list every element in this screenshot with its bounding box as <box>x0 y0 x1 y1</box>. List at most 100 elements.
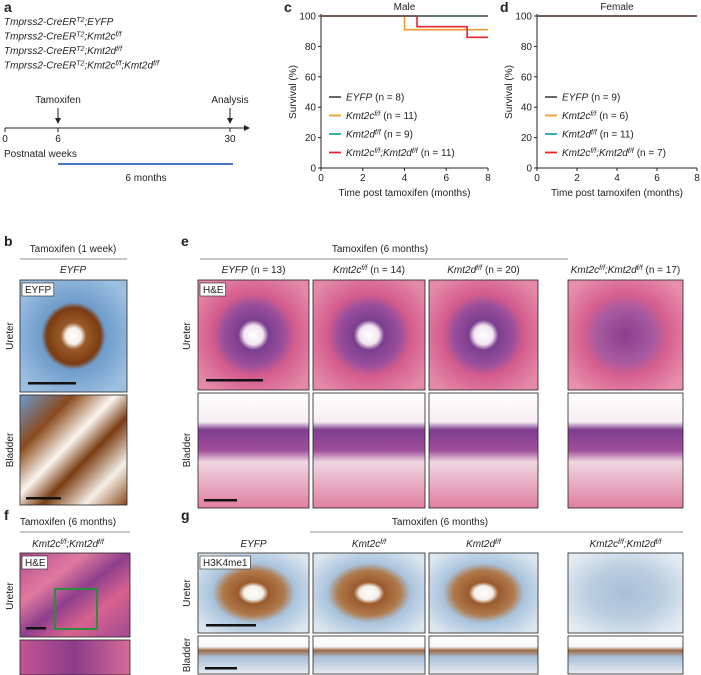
superscript: f/f <box>98 539 105 546</box>
y-tick-label: 60 <box>521 72 533 83</box>
text-part: Kmt2c <box>346 111 374 122</box>
y-tick-label: 40 <box>305 103 317 114</box>
text-part: ;Kmt2c <box>84 32 115 43</box>
text-part: EYFP <box>222 265 248 276</box>
x-tick-label: 6 <box>654 173 660 184</box>
text-part: Kmt2c <box>571 265 599 276</box>
text-part: EYFP <box>60 265 86 276</box>
column-header: EYFP (n = 13) <box>222 265 286 276</box>
panel-header: Tamoxifen (1 week) <box>30 244 117 255</box>
text-part: ;Kmt2d <box>605 265 637 276</box>
micrograph <box>312 392 426 509</box>
x-tick-label: 8 <box>694 173 700 184</box>
stain-label-box <box>199 555 251 570</box>
x-axis-label: Time post tamoxifen (months) <box>339 188 471 199</box>
micrograph <box>567 635 684 675</box>
n-count: (n = 14) <box>370 265 405 276</box>
y-tick-label: 20 <box>521 133 533 144</box>
legend-label: EYFP (n = 9) <box>562 93 620 104</box>
row-label: Ureter <box>182 321 193 349</box>
scale-bar <box>206 379 263 382</box>
n-count: (n = 9) <box>591 93 620 104</box>
text-part: ;Kmt2d <box>380 148 412 159</box>
stain-label: H&E <box>25 558 46 569</box>
scale-bar <box>26 497 61 500</box>
micrograph <box>312 279 426 391</box>
superscript: T2 <box>76 60 84 67</box>
stain-label: H3K4me1 <box>203 558 248 569</box>
arrow-head <box>244 125 250 131</box>
superscript: f/f <box>374 111 381 118</box>
y-tick-label: 0 <box>310 164 316 175</box>
superscript: f/f <box>476 265 483 272</box>
n-count: (n = 8) <box>375 93 404 104</box>
timeline-label: Postnatal weeks <box>4 149 77 160</box>
y-axis-label: Survival (%) <box>504 65 515 119</box>
genotype: Tmprss2-CreERT2;Kmt2cf/f <box>4 31 122 43</box>
x-axis-label: Time post tamoxifen (months) <box>551 188 683 199</box>
micrograph <box>428 552 539 634</box>
micrograph <box>19 394 128 506</box>
panel-header: Tamoxifen (6 months) <box>20 517 116 528</box>
row-label: Ureter <box>5 321 16 349</box>
zoom-region <box>54 588 98 630</box>
panel-label: a <box>4 0 12 15</box>
x-tick-label: 0 <box>318 173 324 184</box>
column-header: Kmt2cf/f <box>352 539 387 551</box>
superscript: f/f <box>380 539 387 546</box>
stain-label-box <box>199 282 226 297</box>
superscript: f/f <box>116 60 123 67</box>
superscript: f/f <box>495 539 502 546</box>
micrograph <box>197 279 310 391</box>
text-part: ;Kmt2c <box>84 61 115 72</box>
legend-label: Kmt2cf/f (n = 6) <box>562 111 628 123</box>
column-header: Kmt2cf/f;Kmt2df/f <box>590 539 663 551</box>
legend-label: Kmt2cf/f;Kmt2df/f (n = 11) <box>346 148 455 160</box>
n-count: (n = 7) <box>637 148 666 159</box>
text-part: ;EYFP <box>84 17 113 28</box>
text-part: Kmt2d <box>562 130 591 141</box>
stain-label: H&E <box>203 285 224 296</box>
column-header: Kmt2cf/f;Kmt2df/f <box>32 539 105 551</box>
row-label: Ureter <box>182 578 193 606</box>
micrograph <box>312 635 426 675</box>
text-part: Kmt2c <box>346 148 374 159</box>
column-header: EYFP <box>240 539 266 550</box>
text-part: Kmt2c <box>562 111 590 122</box>
micrograph <box>428 392 539 509</box>
micrograph <box>428 635 539 675</box>
n-count: (n = 11) <box>383 111 417 122</box>
chart-title: Male <box>394 2 416 13</box>
scale-bar <box>26 627 46 630</box>
legend-label: Kmt2df/f (n = 11) <box>562 129 634 141</box>
text-part: Kmt2d <box>447 265 476 276</box>
genotype: Tmprss2-CreERT2;Kmt2df/f <box>4 46 123 58</box>
superscript: f/f <box>628 148 635 155</box>
text-part: Kmt2c <box>333 265 361 276</box>
stain-label: EYFP <box>25 285 51 296</box>
n-count: (n = 6) <box>599 111 628 122</box>
y-tick-label: 80 <box>305 42 317 53</box>
text-part: Tmprss2-CreER <box>4 61 76 72</box>
superscript: f/f <box>361 265 368 272</box>
micrograph <box>197 392 310 509</box>
stain-label-box <box>21 555 48 570</box>
superscript: f/f <box>599 265 606 272</box>
text-part: EYFP <box>240 539 266 550</box>
x-tick-label: 2 <box>360 173 366 184</box>
legend-label: Kmt2cf/f (n = 11) <box>346 111 417 123</box>
superscript: f/f <box>637 265 644 272</box>
superscript: f/f <box>656 539 663 546</box>
micrograph <box>567 279 684 391</box>
n-count: (n = 9) <box>384 130 413 141</box>
superscript: f/f <box>60 539 67 546</box>
timeline-event: Analysis <box>211 95 248 106</box>
superscript: f/f <box>153 60 160 67</box>
x-tick-label: 8 <box>485 173 491 184</box>
scale-bar <box>28 382 76 385</box>
text-part: Kmt2d <box>466 539 495 550</box>
superscript: f/f <box>590 148 597 155</box>
x-tick-label: 6 <box>443 173 449 184</box>
text-part: ;Kmt2d <box>624 539 656 550</box>
